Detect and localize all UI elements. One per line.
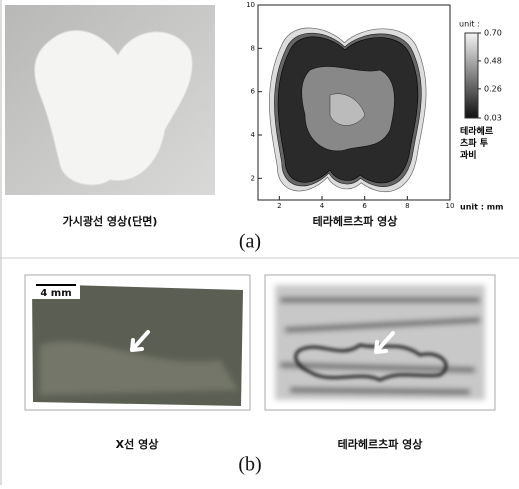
- panel-label: (b): [238, 454, 261, 476]
- caption: 테라헤르츠파 영상: [338, 437, 423, 451]
- y-tick-label: 2: [251, 174, 255, 182]
- caption: X선 영상: [116, 437, 159, 451]
- colorbar-tick-label: 0.03: [484, 114, 502, 123]
- panel-label: (a): [239, 231, 261, 253]
- y-tick-label: 6: [251, 88, 256, 96]
- x-tick-label: 10: [446, 202, 455, 210]
- colorbar-label: 테라헤르츠파 투과비: [460, 126, 496, 162]
- colorbar-label-box: 테라헤르츠파 투과비: [460, 126, 500, 170]
- x-tick-label: 2: [277, 202, 281, 210]
- figure: 테라헤르츠파 투과비 unit : mm 가시광선 영상(단면) 테라헤르츠파 …: [0, 0, 519, 485]
- contour: [269, 28, 426, 192]
- caption: 가시광선 영상(단면): [63, 214, 158, 228]
- caption: 테라헤르츠파 영상: [313, 214, 398, 228]
- colorbar: [465, 33, 478, 118]
- colorbar-tick-label: 0.70: [484, 29, 502, 38]
- colorbar-title: unit :: [459, 20, 480, 29]
- colorbar-tick-label: 0.48: [484, 56, 502, 65]
- thz-image: [275, 285, 485, 400]
- y-tick-label: 4: [251, 131, 256, 139]
- axis-unit: unit : mm: [460, 203, 503, 212]
- y-tick-label: 10: [246, 1, 255, 9]
- x-tick-label: 8: [405, 202, 409, 210]
- y-tick-label: 8: [251, 44, 255, 52]
- x-tick-label: 6: [362, 202, 367, 210]
- colorbar-tick-label: 0.26: [484, 84, 502, 93]
- x-tick-label: 4: [320, 202, 325, 210]
- scale-text: 4 mm: [40, 288, 71, 299]
